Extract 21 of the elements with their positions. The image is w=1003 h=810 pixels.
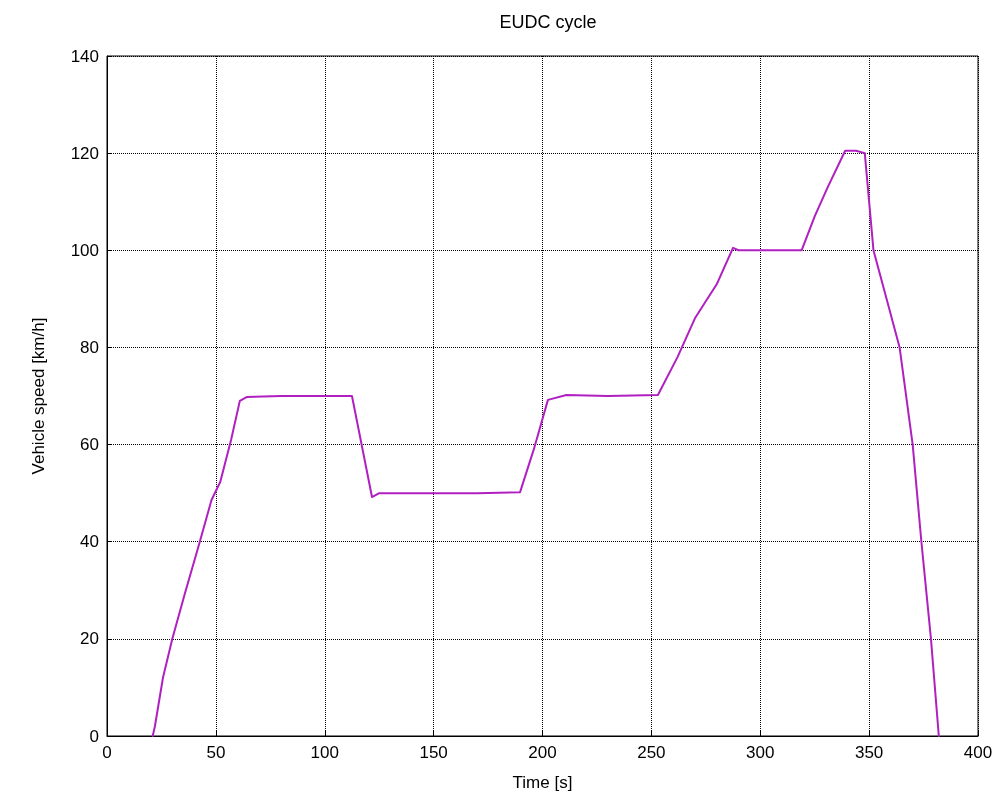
y-tick-label: 0 <box>89 726 99 746</box>
x-tick-label: 200 <box>528 743 557 762</box>
y-axis-title: Vehicle speed [km/h] <box>29 317 48 475</box>
x-tick-label: 300 <box>746 743 775 762</box>
y-tick-label: 140 <box>70 46 99 66</box>
x-tick-label: 50 <box>206 743 226 762</box>
x-tick-label: 400 <box>963 743 993 762</box>
y-tick-label: 20 <box>80 629 99 649</box>
x-tick-label: 150 <box>419 743 448 762</box>
chart-title: EUDC cycle <box>499 12 597 32</box>
y-tick-label: 100 <box>70 240 99 260</box>
x-tick-label: 350 <box>854 743 884 762</box>
y-tick-label: 120 <box>70 143 99 163</box>
x-tick-label: 250 <box>637 743 666 762</box>
y-tick-label: 60 <box>80 435 99 455</box>
y-tick-label: 40 <box>80 532 99 552</box>
x-tick-label: 0 <box>102 743 112 762</box>
x-axis-title: Time [s] <box>512 773 573 792</box>
x-tick-label: 100 <box>310 743 339 762</box>
y-tick-label: 80 <box>80 337 99 357</box>
line-series <box>151 149 940 737</box>
